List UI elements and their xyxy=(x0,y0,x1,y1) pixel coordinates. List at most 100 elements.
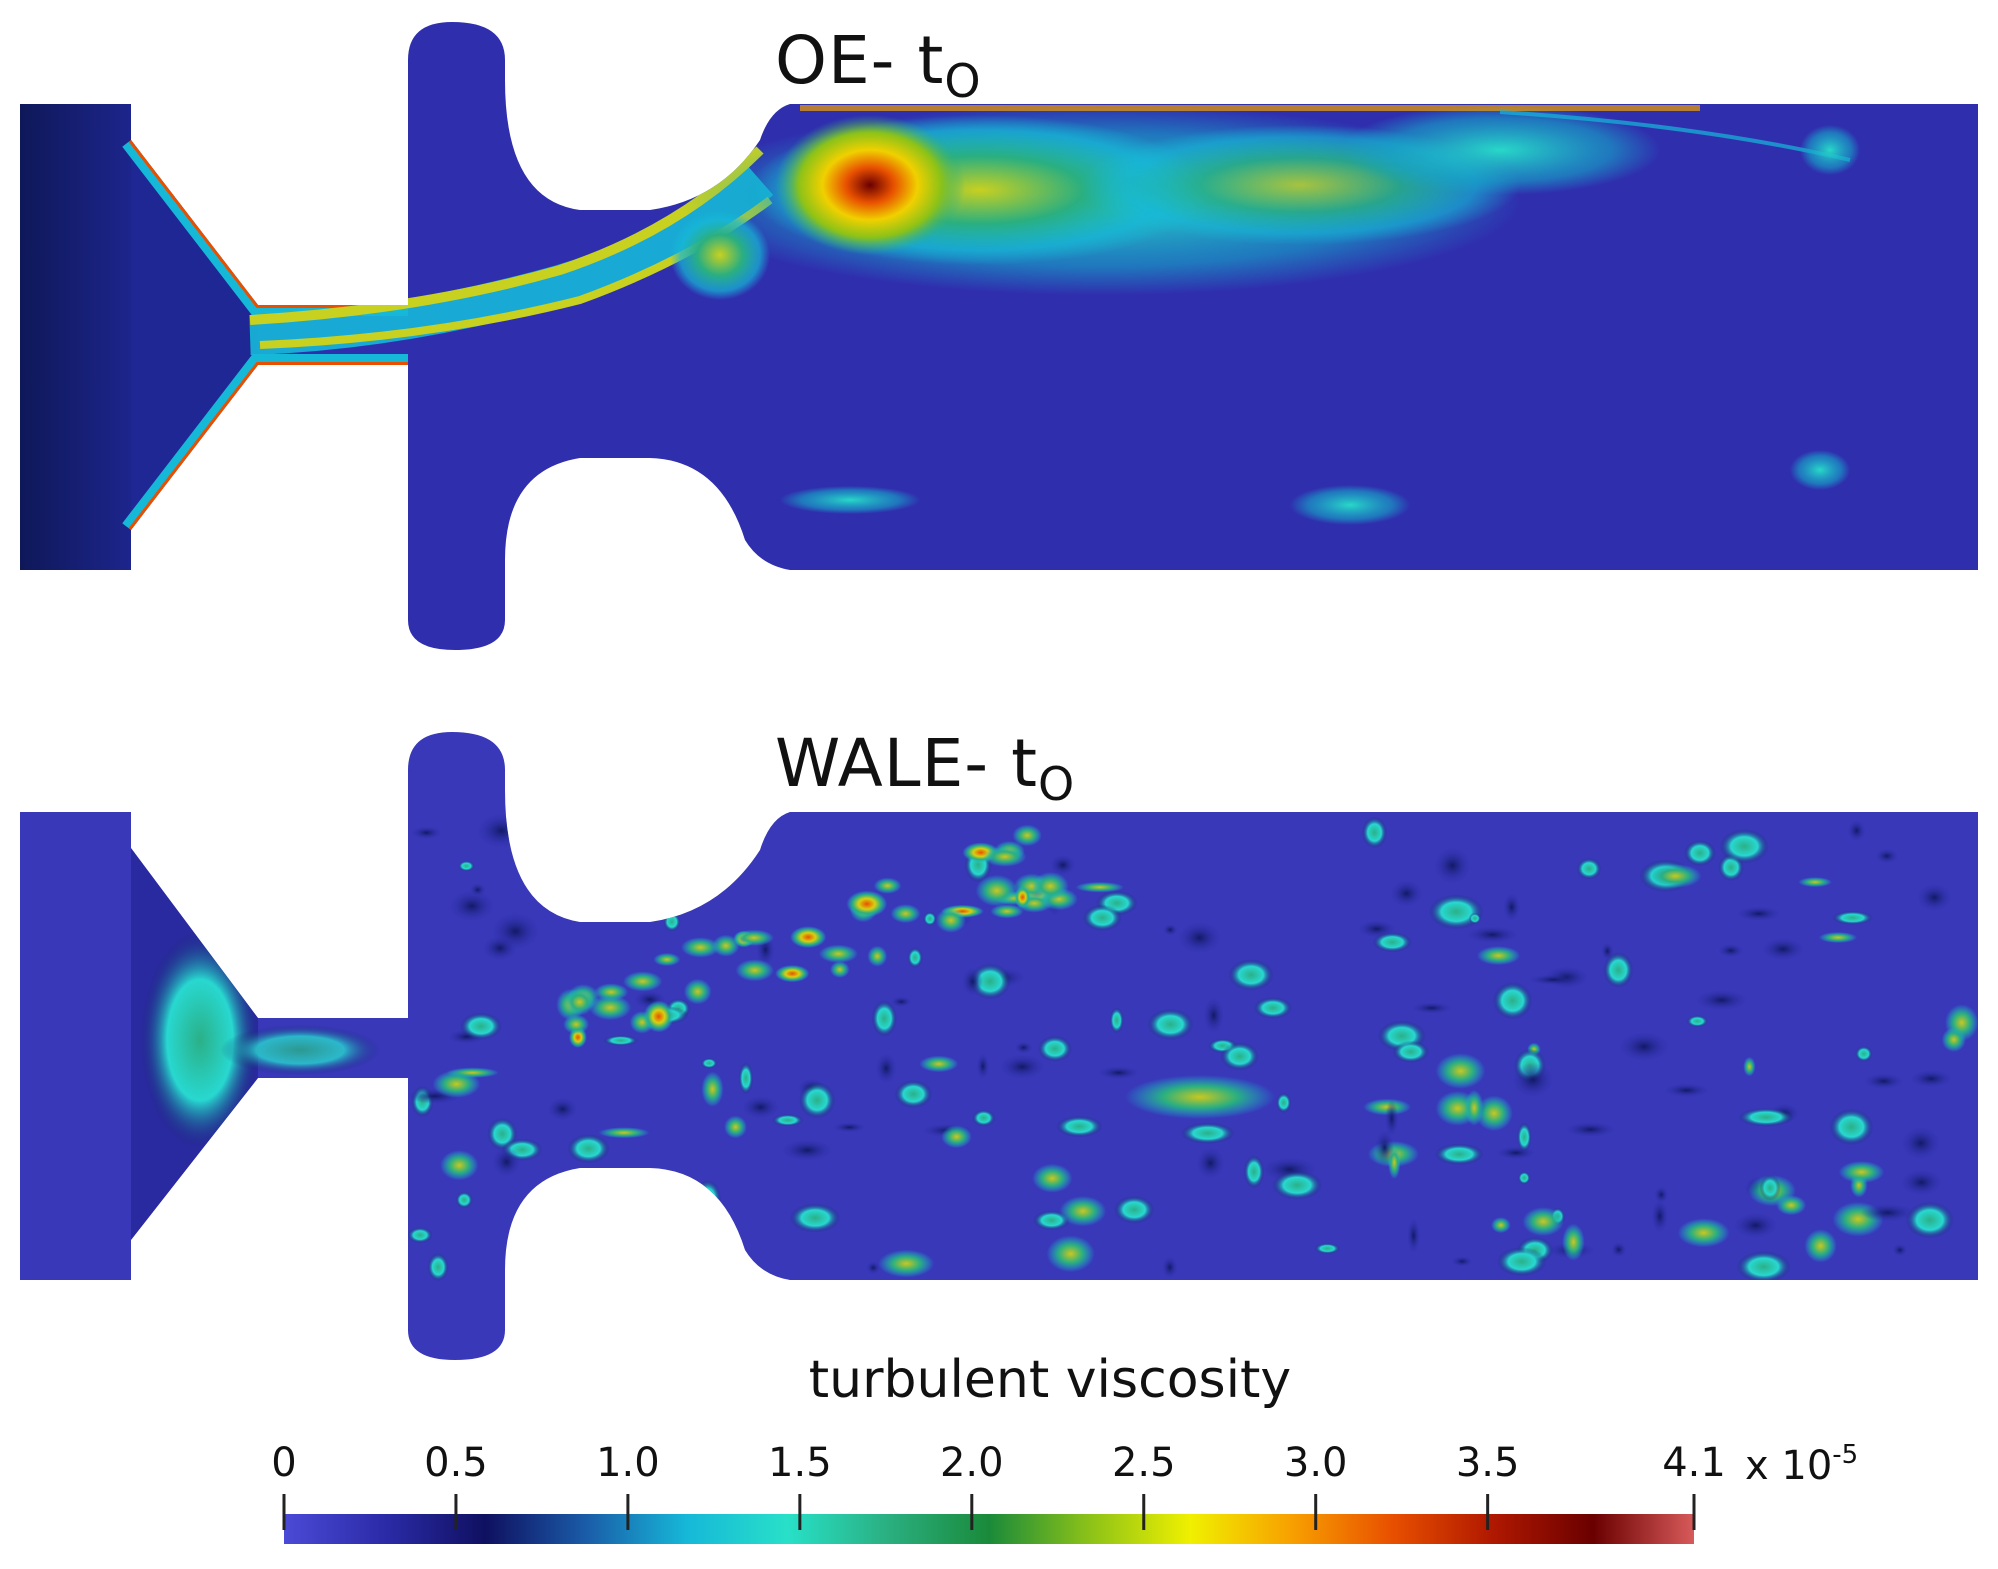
eddy-spot xyxy=(1147,1008,1194,1040)
eddy-spot xyxy=(1818,932,1858,943)
eddy-spot-large xyxy=(1125,1075,1275,1119)
eddy-spot xyxy=(866,1261,881,1275)
eddy-spot xyxy=(1243,1155,1265,1189)
colorbar-tick-label-8: 4.1 xyxy=(1662,1440,1726,1486)
eddy-spot xyxy=(894,1080,933,1108)
eddy-spot xyxy=(616,875,647,888)
eddy-spot xyxy=(1038,1035,1072,1062)
eddy-spot xyxy=(427,1253,449,1282)
eddy-spot xyxy=(1684,840,1716,866)
eddy-spot xyxy=(1860,1203,1915,1222)
eddy-spot xyxy=(1512,1062,1554,1098)
eddy-spot-hot xyxy=(873,877,902,894)
colorbar-tick-label-5: 2.5 xyxy=(1111,1440,1176,1486)
eddy-spot xyxy=(799,1082,836,1119)
wale-title-sub: O xyxy=(1037,757,1076,811)
eddy-spot xyxy=(674,850,698,879)
eddy-spot xyxy=(1900,1169,1942,1196)
eddy-spot xyxy=(567,1134,610,1164)
eddy-spot xyxy=(742,1096,780,1119)
eddy-spot-hot xyxy=(735,959,774,982)
oe-panel-title: OE- tO xyxy=(775,22,982,108)
eddy-spot xyxy=(1917,883,1952,912)
eddy-spot xyxy=(1435,1053,1486,1089)
eddy-spot xyxy=(1503,893,1521,921)
eddy-spot xyxy=(1798,877,1832,888)
eddy-spot xyxy=(891,996,912,1007)
oe-panel xyxy=(20,22,1978,650)
eddy-spot xyxy=(1743,1056,1756,1077)
eddy-spot xyxy=(1050,854,1076,876)
eddy-spot xyxy=(1385,1100,1399,1137)
eddy-spot xyxy=(1253,997,1292,1019)
eddy-spot-hot xyxy=(680,937,720,958)
eddy-spot xyxy=(1056,1115,1103,1138)
eddy-spot xyxy=(446,1067,499,1078)
eddy-spot xyxy=(1522,1207,1564,1237)
eddy-spot-hot xyxy=(653,952,681,967)
eddy-spot xyxy=(1576,858,1602,880)
eddy-spot xyxy=(1475,1095,1513,1132)
eddy-spot xyxy=(1098,1066,1140,1080)
eddy-spot xyxy=(1493,982,1533,1020)
eddy-spot xyxy=(976,1053,990,1079)
eddy-spot xyxy=(1686,1015,1709,1028)
eddy-spot-hot xyxy=(867,945,888,967)
eddy-spot xyxy=(1892,1244,1908,1257)
eddy-spot xyxy=(1649,864,1702,888)
eddy-spot xyxy=(598,1127,650,1139)
eddy-spot xyxy=(1736,906,1781,921)
colorbar-exponent: x 10-5 xyxy=(1745,1440,1858,1489)
eddy-spot xyxy=(871,1000,897,1037)
eddy-spot xyxy=(781,1139,833,1161)
eddy-spot xyxy=(1654,1186,1669,1203)
eddy-spot-hot xyxy=(589,995,632,1021)
eddy-spot xyxy=(1451,1256,1473,1267)
eddy-spot xyxy=(1109,1007,1124,1034)
eddy-spot xyxy=(1012,824,1042,847)
eddy-spot xyxy=(1314,1243,1341,1254)
eddy-spot xyxy=(724,1115,747,1139)
eddy-spot xyxy=(1761,938,1805,961)
eddy-spot xyxy=(1392,1040,1429,1063)
eddy-spot-hot xyxy=(890,904,921,924)
eddy-spot xyxy=(1276,1092,1292,1113)
eddy-spot xyxy=(878,1249,935,1278)
eddy-spot xyxy=(449,890,495,922)
eddy-spot-hot xyxy=(775,965,810,983)
eddy-spot xyxy=(477,813,526,848)
eddy-spot xyxy=(1181,1122,1235,1144)
wale-title-main: WALE- t xyxy=(775,725,1038,802)
eddy-spot xyxy=(1082,904,1122,931)
eddy-spot xyxy=(1776,1195,1807,1216)
eddy-spot-hot xyxy=(563,1014,590,1035)
eddy-spot xyxy=(1517,1122,1532,1152)
colorbar-tick-label-0: 0 xyxy=(271,1440,297,1486)
colorbar-tick-label-3: 1.5 xyxy=(768,1440,832,1486)
colorbar xyxy=(282,1494,1696,1544)
eddy-spot xyxy=(1497,1247,1547,1277)
colorbar-tick-label-1: 0.5 xyxy=(424,1440,488,1486)
wale-panel-title: WALE- tO xyxy=(775,725,1075,811)
colorbar-gradient xyxy=(284,1514,1694,1544)
eddy-spot xyxy=(1362,816,1387,849)
eddy-spot-hot xyxy=(734,929,774,946)
eddy-spot xyxy=(1228,959,1274,991)
eddy-spot xyxy=(653,1185,695,1219)
eddy-spot xyxy=(1390,880,1423,907)
eddy-spot xyxy=(1467,926,1518,943)
eddy-spot-hot xyxy=(983,846,1027,867)
eddy-spot-hot xyxy=(594,983,629,1001)
eddy-spot xyxy=(1059,1196,1107,1227)
eddy-spot xyxy=(1496,1146,1535,1160)
eddy-spot xyxy=(1901,1126,1941,1160)
wale-panel xyxy=(20,732,1978,1360)
eddy-spot xyxy=(1719,829,1769,864)
eddy-spot xyxy=(1476,946,1521,966)
eddy-spot xyxy=(790,1203,841,1233)
eddy-spot xyxy=(1664,1083,1710,1098)
eddy-spot-hot xyxy=(1014,886,1031,909)
eddy-spot xyxy=(772,1114,804,1127)
eddy-spot xyxy=(1491,1217,1511,1234)
